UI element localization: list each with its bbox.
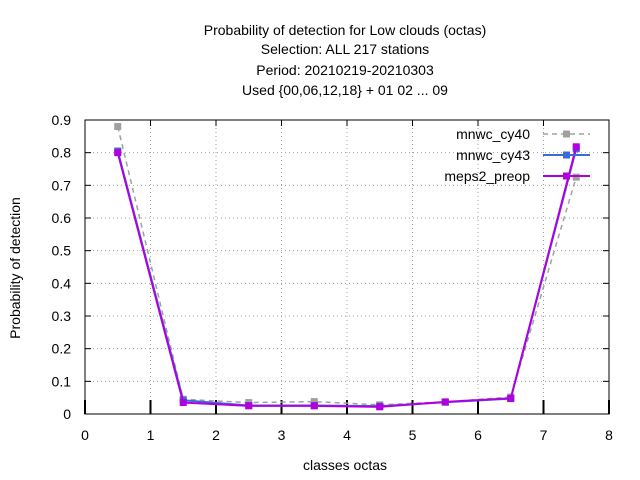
legend-label: meps2_preop: [444, 168, 530, 184]
chart-title-line-3: Period: 20210219-20210303: [256, 62, 434, 78]
grid: [85, 120, 609, 414]
y-tick-label: 0: [63, 406, 71, 422]
series-line-mnwc_cy40: [117, 126, 577, 406]
series-line-mnwc_cy43: [116, 148, 578, 408]
x-tick-label: 4: [343, 427, 351, 443]
x-tick-label: 0: [81, 427, 89, 443]
chart-title-line-4: Used {00,06,12,18} + 01 02 ... 09: [242, 82, 448, 98]
data-point-meps2_preop: [179, 399, 187, 407]
data-point-mnwc_cy40: [114, 123, 122, 131]
plot-frame: [84, 119, 610, 415]
x-tick-label: 8: [605, 427, 613, 443]
series-layer: [114, 123, 580, 411]
y-tick-label: 0.5: [52, 243, 72, 259]
axis-ticks: [84, 119, 610, 415]
y-axis-label: Probability of detection: [7, 197, 23, 339]
tick-labels: 0 1 2 3 4 5 6 7 8 0 0.1 0.2 0.3 0.4 0.5 0.6 0.7 0.8 0.9: [52, 112, 614, 443]
x-tick-label: 3: [278, 427, 286, 443]
x-tick-label: 5: [409, 427, 417, 443]
legend: mnwc_cy40 mnwc_cy43 meps2_preop: [444, 126, 590, 184]
y-tick-label: 0.7: [52, 177, 72, 193]
legend-swatch-marker: [563, 172, 570, 180]
x-tick-label: 6: [474, 427, 482, 443]
y-tick-label: 0.9: [52, 112, 72, 128]
y-tick-label: 0.1: [52, 373, 72, 389]
data-point-meps2_preop: [376, 403, 384, 411]
x-axis-label: classes octas: [303, 457, 387, 473]
data-point-mnwc_cy40: [310, 398, 318, 406]
y-tick-label: 0.2: [52, 341, 72, 357]
data-point-meps2_preop: [245, 402, 253, 410]
legend-swatch-marker: [563, 151, 570, 159]
data-point-meps2_preop: [572, 143, 580, 151]
x-tick-label: 2: [212, 427, 220, 443]
y-tick-label: 0.4: [52, 275, 72, 291]
chart-title-line-1: Probability of detection for Low clouds …: [204, 22, 486, 38]
legend-label: mnwc_cy40: [456, 126, 530, 142]
x-tick-label: 1: [147, 427, 155, 443]
chart-title-line-2: Selection: ALL 217 stations: [261, 41, 429, 57]
series-line-meps2_preop: [116, 146, 578, 408]
y-tick-label: 0.3: [52, 308, 72, 324]
data-point-mnwc_cy40: [572, 173, 580, 181]
y-tick-label: 0.6: [52, 210, 72, 226]
x-tick-label: 7: [540, 427, 548, 443]
data-point-meps2_preop: [310, 402, 318, 410]
data-point-meps2_preop: [114, 149, 122, 157]
legend-swatch-marker: [563, 130, 570, 138]
data-point-meps2_preop: [441, 398, 449, 406]
data-point-meps2_preop: [507, 394, 515, 402]
y-tick-label: 0.8: [52, 145, 72, 161]
legend-label: mnwc_cy43: [456, 147, 530, 163]
